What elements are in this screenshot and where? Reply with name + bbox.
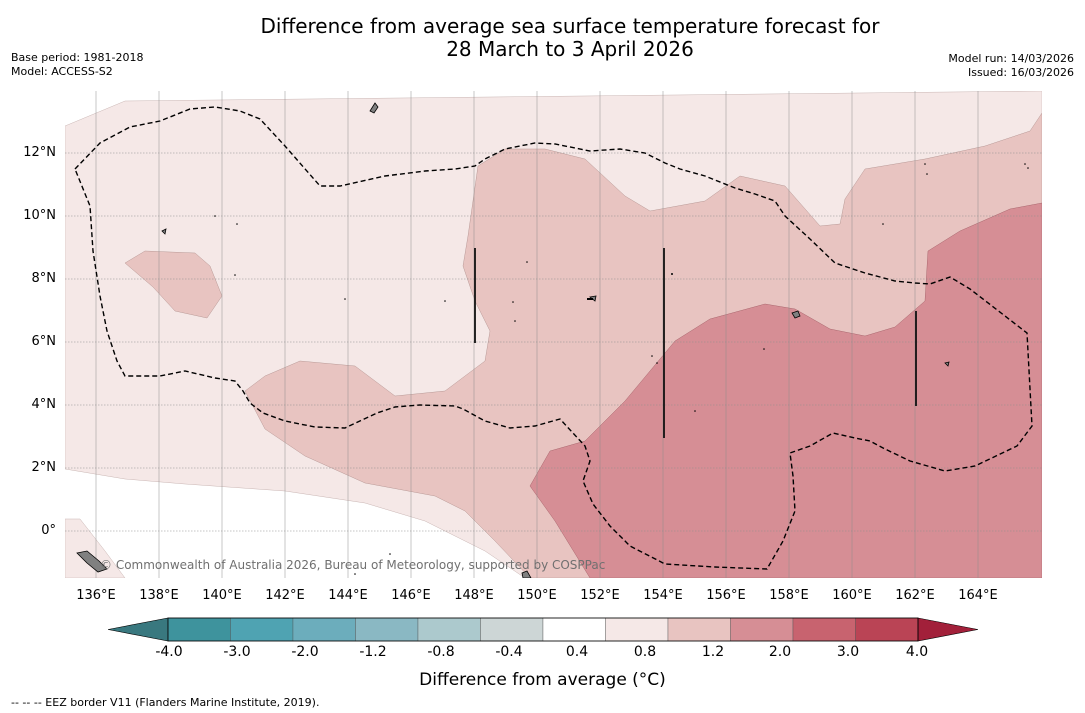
model-run: Model run: 14/03/2026 xyxy=(948,52,1074,65)
island-yap xyxy=(369,102,379,114)
colorbar-tick: 3.0 xyxy=(836,644,860,660)
lat-label-6n: 6°N xyxy=(31,334,57,349)
atolls xyxy=(214,163,1029,575)
colorbar-tick: 0.4 xyxy=(565,644,589,660)
colorbar-segment xyxy=(292,617,356,642)
colorbar-tick: 1.2 xyxy=(701,644,725,660)
lon-label-148e: 148°E xyxy=(454,588,494,603)
lat-label-2n: 2°N xyxy=(31,460,57,475)
colorbar-segment xyxy=(230,617,294,642)
lon-label-156e: 156°E xyxy=(706,588,746,603)
colorbar-tick: -2.0 xyxy=(291,644,319,660)
colorbar-tick: 2.0 xyxy=(768,644,792,660)
eez-borders xyxy=(74,106,1033,570)
colorbar-segment xyxy=(730,617,794,642)
islands xyxy=(76,102,950,578)
colorbar-segment xyxy=(417,617,481,642)
colorbar-segment xyxy=(480,617,544,642)
colorbar-tick: -3.0 xyxy=(223,644,251,660)
colorbar-segment xyxy=(167,617,231,642)
colorbar-outline xyxy=(167,617,919,642)
eez-footnote: -- -- -- EEZ border V11 (Flanders Marine… xyxy=(11,696,320,709)
island-pohnpei xyxy=(791,310,801,319)
colorbar-segment xyxy=(855,617,919,642)
island-bismarck xyxy=(521,570,532,578)
boundary-segments xyxy=(474,248,917,438)
lon-label-150e: 150°E xyxy=(517,588,557,603)
model-name: Model: ACCESS-S2 xyxy=(11,65,113,78)
colorbar-under-arrow xyxy=(107,617,169,642)
island-west-caroline xyxy=(161,228,167,235)
issued-date: Issued: 16/03/2026 xyxy=(967,66,1074,79)
colorbar-label: Difference from average (°C) xyxy=(419,670,666,690)
lon-label-158e: 158°E xyxy=(769,588,809,603)
lon-label-152e: 152°E xyxy=(580,588,620,603)
anomaly-band-1-2-2-0 xyxy=(529,202,1042,578)
base-period: Base period: 1981-2018 xyxy=(11,51,144,64)
colorbar-tick: 0.8 xyxy=(633,644,657,660)
meta-left: Base period: 1981-2018 Model: ACCESS-S2 xyxy=(11,51,143,79)
colorbar-segment xyxy=(667,617,731,642)
lon-label-162e: 162°E xyxy=(895,588,935,603)
island-new-guinea-tip xyxy=(76,550,108,573)
anomaly-patch-southwest xyxy=(65,518,126,578)
colorbar-over-arrow xyxy=(917,617,979,642)
copyright-credit: © Commonwealth of Australia 2026, Bureau… xyxy=(100,558,606,572)
lon-label-160e: 160°E xyxy=(832,588,872,603)
lon-label-140e: 140°E xyxy=(202,588,242,603)
lon-label-144e: 144°E xyxy=(328,588,368,603)
lat-label-0: 0° xyxy=(41,523,56,538)
colorbar-segment xyxy=(355,617,419,642)
colorbar-tick: -0.4 xyxy=(495,644,523,660)
island-kosrae xyxy=(944,361,950,367)
colorbar-segment xyxy=(605,617,669,642)
lat-label-8n: 8°N xyxy=(31,271,57,286)
colorbar-tick: -4.0 xyxy=(155,644,183,660)
eez-border-palau-micronesia-west xyxy=(74,106,1033,570)
colorbar xyxy=(107,617,979,647)
lon-label-142e: 142°E xyxy=(265,588,305,603)
colorbar-tick: 4.0 xyxy=(905,644,929,660)
lat-label-4n: 4°N xyxy=(31,397,57,412)
colorbar-segment xyxy=(542,617,606,642)
title-line-2: 28 March to 3 April 2026 xyxy=(446,37,694,61)
colorbar-segment xyxy=(792,617,856,642)
lon-label-164e: 164°E xyxy=(958,588,998,603)
graticule-latitude xyxy=(65,152,1042,532)
lat-label-10n: 10°N xyxy=(23,208,56,223)
title-line-1: Difference from average sea surface temp… xyxy=(260,14,880,38)
colorbar-segments xyxy=(167,617,919,642)
lon-label-136e: 136°E xyxy=(76,588,116,603)
lon-label-138e: 138°E xyxy=(139,588,179,603)
lat-label-12n: 12°N xyxy=(23,145,56,160)
colorbar-tick: -1.2 xyxy=(359,644,387,660)
map-title: Difference from average sea surface temp… xyxy=(200,15,940,61)
graticule xyxy=(95,91,979,578)
lon-label-146e: 146°E xyxy=(391,588,431,603)
lon-label-154e: 154°E xyxy=(643,588,683,603)
colorbar-tick: -0.8 xyxy=(427,644,455,660)
sst-anomaly-map[interactable] xyxy=(65,91,1042,578)
meta-right: Model run: 14/03/2026 Issued: 16/03/2026 xyxy=(948,52,1074,80)
